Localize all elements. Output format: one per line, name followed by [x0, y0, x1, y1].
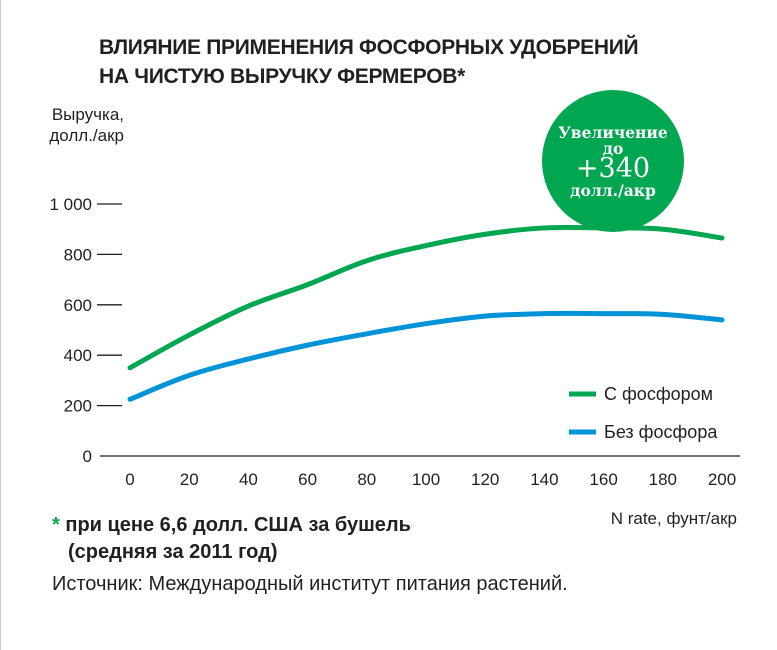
x-tick-label: 200 — [708, 470, 736, 489]
y-axis-label: Выручка, долл./акр — [49, 104, 124, 146]
x-axis-label: N rate, фунт/акр — [610, 509, 737, 528]
y-axis-label-line-1: Выручка, — [51, 105, 124, 124]
x-tick-label: 0 — [125, 470, 134, 489]
x-tick-label: 100 — [412, 470, 440, 489]
x-tick-label: 60 — [298, 470, 317, 489]
x-tick-label: 180 — [649, 470, 677, 489]
legend-label-2: Без фосфора — [604, 422, 718, 442]
source-note: Источник: Международный институт питания… — [52, 573, 568, 595]
footnote-star: * — [52, 514, 60, 536]
title-line-2: НА ЧИСТУЮ ВЫРУЧКУ ФЕРМЕРОВ* — [99, 65, 466, 88]
y-tick-label: 200 — [64, 397, 92, 416]
badge-value: +340 — [575, 153, 651, 184]
series-line-1 — [127, 224, 725, 371]
x-tick-label: 140 — [530, 470, 558, 489]
y-tick-label: 0 — [83, 447, 92, 466]
footnote: * при цене 6,6 долл. США за бушель (сред… — [52, 512, 411, 566]
x-tick-label: 120 — [471, 470, 499, 489]
y-axis-label-line-2: долл./акр — [49, 126, 124, 145]
x-tick-label: 160 — [589, 470, 617, 489]
y-tick-label: 400 — [64, 346, 92, 365]
legend-label-1: С фосфором — [604, 384, 713, 404]
series-line-2 — [127, 310, 725, 402]
footnote-line-2: (средняя за 2011 год) — [68, 541, 278, 563]
badge-unit: долл./акр — [570, 181, 656, 200]
title-line-1: ВЛИЯНИЕ ПРИМЕНЕНИЯ ФОСФОРНЫХ УДОБРЕНИЙ — [99, 36, 639, 59]
chart-title: ВЛИЯНИЕ ПРИМЕНЕНИЯ ФОСФОРНЫХ УДОБРЕНИЙ Н… — [99, 33, 759, 91]
x-tick-label: 80 — [357, 470, 376, 489]
x-tick-label: 40 — [239, 470, 258, 489]
badge-line-2: до — [602, 139, 624, 158]
y-tick-label: 1 000 — [49, 195, 92, 214]
increase-badge: Увеличение до +340 долл./акр — [542, 90, 684, 232]
y-tick-label: 600 — [64, 296, 92, 315]
footnote-line-1: при цене 6,6 долл. США за бушель — [65, 514, 411, 536]
left-border — [0, 0, 1, 650]
x-tick-label: 20 — [180, 470, 199, 489]
badge-line-1: Увеличение — [558, 123, 668, 142]
y-tick-label: 800 — [64, 245, 92, 264]
